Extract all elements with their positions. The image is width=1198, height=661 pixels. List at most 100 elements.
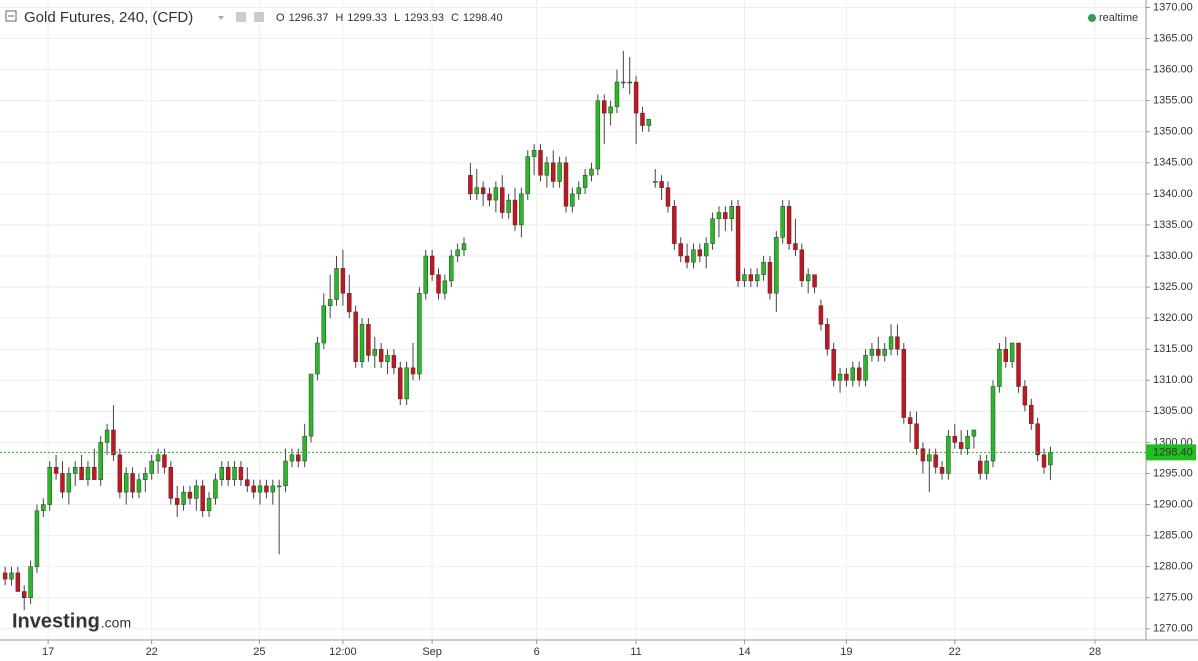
candle-body <box>1035 423 1040 456</box>
candle-body <box>538 150 543 176</box>
settings-icon[interactable] <box>254 12 264 22</box>
candle-body <box>79 467 84 480</box>
candle-body <box>1009 342 1015 362</box>
candle-body <box>308 373 314 437</box>
candle-body <box>9 572 14 580</box>
candle-body <box>162 454 167 468</box>
candle-body <box>72 467 78 474</box>
candle-body <box>1022 386 1028 406</box>
candle-body <box>257 485 263 493</box>
candle-body <box>53 467 59 474</box>
candle-body <box>60 473 65 493</box>
candle-body <box>780 206 785 238</box>
candle-body <box>869 348 875 356</box>
candle-body <box>315 342 320 375</box>
candle-body <box>276 485 282 488</box>
candle-body <box>793 243 798 251</box>
candle-body <box>895 336 900 350</box>
settings-icon[interactable] <box>236 12 246 22</box>
candle-body <box>264 485 269 493</box>
candle-body <box>455 249 460 257</box>
candle-body <box>659 181 664 188</box>
chart-title: Gold Futures, 240, (CFD) <box>24 9 193 26</box>
x-tick-label: 22 <box>949 646 961 658</box>
candle-body <box>946 435 951 474</box>
candle-body <box>283 460 288 487</box>
candle-body <box>130 473 135 493</box>
candle-body <box>608 106 613 114</box>
candle-body <box>901 348 907 418</box>
candle-body <box>856 367 862 381</box>
candle-body <box>640 112 645 126</box>
candle-body <box>21 591 27 598</box>
y-tick-label: 1310.00 <box>1153 374 1193 386</box>
candle-body <box>92 467 97 480</box>
candle-body <box>710 218 715 244</box>
candle-body <box>213 479 218 499</box>
candle-body <box>805 274 811 282</box>
candle-body <box>723 212 728 219</box>
candle-body <box>633 81 639 114</box>
candle-body <box>512 199 518 226</box>
candle-body <box>327 299 333 306</box>
x-tick-label: 11 <box>630 646 641 658</box>
ohlc-value: 1298.40 <box>463 12 503 24</box>
candle-body <box>155 454 161 462</box>
candle-body <box>691 249 696 263</box>
candle-body <box>818 305 824 325</box>
candle-body <box>837 373 843 381</box>
collapse-icon[interactable] <box>5 10 17 22</box>
candle-body <box>831 348 836 381</box>
candle-body <box>990 386 996 462</box>
candle-body <box>684 255 690 263</box>
candles <box>2 50 1053 611</box>
candle-body <box>104 429 110 443</box>
dropdown-icon[interactable] <box>218 16 224 20</box>
candle-body <box>417 293 422 375</box>
candle-body <box>646 119 652 126</box>
candle-body <box>672 206 677 244</box>
last-price-label: 1298.40 <box>1153 446 1193 458</box>
candle-body <box>907 417 913 425</box>
candle-body <box>480 187 486 195</box>
candle-body <box>602 100 607 114</box>
candle-body <box>66 473 72 493</box>
ohlc-header: O 1296.37 H 1299.33 L 1293.93 C 1298.40 <box>276 12 503 24</box>
candle-body <box>614 81 620 108</box>
x-tick-label: 17 <box>42 646 54 658</box>
candle-body <box>799 249 805 282</box>
candle-body <box>296 454 301 462</box>
y-tick-label: 1280.00 <box>1153 561 1193 573</box>
candle-body <box>965 435 970 449</box>
y-tick-label: 1285.00 <box>1153 530 1193 542</box>
x-tick-label: 28 <box>1089 646 1101 658</box>
candle-body <box>449 255 454 282</box>
y-tick-label: 1315.00 <box>1153 343 1193 355</box>
candle-body <box>678 243 683 257</box>
candle-body <box>194 485 199 499</box>
candle-body <box>519 193 524 226</box>
candle-body <box>347 293 352 313</box>
candle-body <box>1029 404 1034 425</box>
candle-body <box>627 81 632 84</box>
candle-body <box>404 367 409 400</box>
candle-body <box>761 261 766 275</box>
candle-body <box>850 367 856 381</box>
candle-body <box>703 243 709 257</box>
y-tick-label: 1275.00 <box>1153 592 1193 604</box>
candle-body <box>143 473 148 480</box>
candle-body <box>85 467 91 480</box>
candle-body <box>914 423 919 449</box>
candle-body <box>391 355 397 369</box>
candle-body <box>754 274 760 282</box>
x-tick-label: 12:00 <box>329 646 357 658</box>
candle-body <box>665 187 671 207</box>
candle-body <box>174 498 180 505</box>
candle-body <box>1016 342 1021 387</box>
candle-body <box>493 187 499 201</box>
candle-body <box>984 460 989 474</box>
candle-body <box>117 454 123 493</box>
y-tick-label: 1350.00 <box>1153 126 1193 138</box>
candle-body <box>2 572 8 580</box>
candle-body <box>876 348 881 356</box>
